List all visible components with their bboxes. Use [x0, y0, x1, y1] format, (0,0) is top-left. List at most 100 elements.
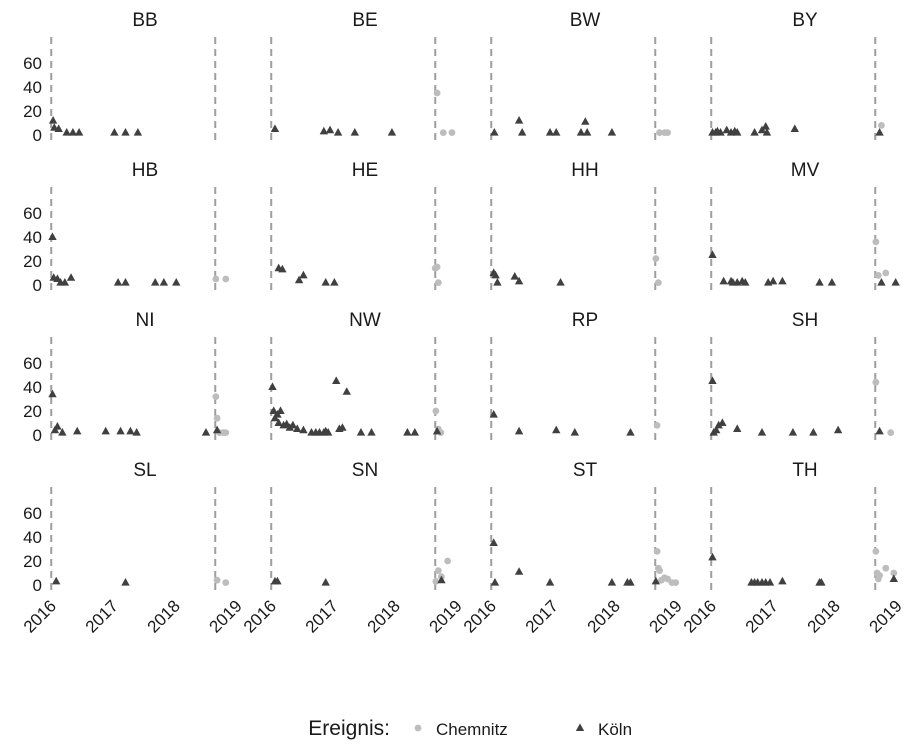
point-chemnitz-st-2 — [656, 567, 663, 574]
point-koeln-he-3 — [299, 270, 308, 279]
panel-title-mv: MV — [791, 160, 820, 181]
point-chemnitz-bw-2 — [664, 129, 672, 137]
point-chemnitz-mv-0 — [872, 238, 880, 246]
point-koeln-st-2 — [514, 567, 524, 575]
point-chemnitz-sn-3 — [444, 557, 452, 565]
legend-title: Ereignis: — [308, 717, 390, 740]
panel-title-be: BE — [352, 10, 377, 31]
point-koeln-hb-4 — [60, 278, 70, 286]
point-koeln-sl-0 — [51, 576, 61, 585]
point-chemnitz-th-3 — [876, 572, 883, 579]
point-koeln-sl-1 — [121, 578, 130, 586]
point-koeln-hh-5 — [556, 278, 565, 286]
point-chemnitz-hb-0 — [212, 275, 220, 283]
point-koeln-sh-5 — [733, 424, 742, 432]
y-tick-label-row1-40: 40 — [23, 78, 42, 97]
point-chemnitz-bw-0 — [656, 129, 663, 137]
point-koeln-nw-22 — [356, 428, 366, 436]
point-koeln-ni-6 — [116, 426, 125, 435]
point-chemnitz-st-7 — [672, 579, 680, 586]
y-tick-label-row2-0: 0 — [33, 276, 42, 295]
point-koeln-bw-4 — [552, 128, 561, 136]
point-koeln-bw-2 — [517, 128, 527, 136]
point-koeln-mv-6 — [741, 278, 750, 286]
legend-koeln-label: Köln — [598, 720, 632, 739]
point-chemnitz-he-1 — [433, 263, 441, 271]
point-koeln-bw-3 — [545, 128, 555, 136]
panel-title-nw: NW — [349, 310, 381, 331]
point-koeln-be-4 — [350, 128, 359, 136]
legend-chemnitz-label: Chemnitz — [436, 720, 508, 739]
point-koeln-sn-2 — [321, 578, 330, 586]
x-tick-label-th-2017: 2017 — [742, 596, 782, 636]
point-koeln-sh-10 — [875, 426, 884, 435]
y-tick-label-row1-0: 0 — [33, 126, 42, 145]
point-koeln-by-11 — [762, 128, 772, 136]
point-chemnitz-hb-1 — [222, 275, 230, 283]
point-koeln-rp-1 — [514, 426, 524, 435]
y-tick-label-row4-40: 40 — [23, 528, 42, 547]
point-koeln-bw-7 — [582, 128, 592, 136]
x-tick-label-st-2016: 2016 — [460, 596, 500, 636]
point-koeln-be-0 — [270, 124, 280, 132]
point-koeln-bw-8 — [607, 128, 617, 136]
point-koeln-th-6 — [765, 578, 775, 586]
panel-title-by: BY — [792, 10, 818, 31]
x-tick-label-st-2017: 2017 — [522, 596, 562, 636]
x-tick-label-th-2016: 2016 — [680, 596, 720, 636]
point-chemnitz-ni-4 — [222, 429, 230, 436]
x-tick-label-st-2018: 2018 — [584, 596, 624, 636]
x-tick-label-sn-2018: 2018 — [364, 596, 404, 636]
point-chemnitz-be-2 — [448, 129, 456, 137]
panel-title-rp: RP — [572, 310, 598, 331]
point-koeln-hh-3 — [510, 272, 519, 280]
point-koeln-mv-0 — [708, 250, 717, 258]
point-koeln-bw-6 — [581, 117, 590, 125]
point-chemnitz-ni-1 — [213, 414, 221, 422]
point-koeln-hb-9 — [159, 278, 169, 286]
x-tick-label-sn-2019: 2019 — [426, 596, 466, 636]
panel-title-hb: HB — [132, 160, 158, 181]
panel-title-he: HE — [352, 160, 378, 181]
point-chemnitz-ni-0 — [212, 393, 220, 400]
point-chemnitz-hh-0 — [652, 255, 660, 262]
point-koeln-by-3 — [716, 128, 725, 136]
point-koeln-ni-4 — [73, 426, 82, 435]
y-tick-label-row3-20: 20 — [23, 402, 42, 421]
x-tick-label-sn-2016: 2016 — [240, 596, 280, 636]
point-chemnitz-be-1 — [439, 129, 447, 137]
panel-title-bb: BB — [132, 10, 157, 31]
point-chemnitz-th-0 — [872, 548, 880, 555]
point-koeln-sh-3 — [714, 420, 723, 429]
point-koeln-hb-8 — [151, 278, 160, 286]
point-koeln-by-13 — [875, 128, 884, 136]
point-koeln-sh-2 — [711, 425, 721, 434]
point-koeln-rp-3 — [570, 428, 579, 436]
point-koeln-rp-4 — [626, 428, 635, 436]
point-koeln-by-12 — [790, 124, 799, 132]
point-koeln-by-8 — [750, 128, 759, 136]
point-koeln-he-4 — [321, 278, 330, 286]
point-koeln-sh-8 — [809, 428, 818, 436]
panel-title-st: ST — [573, 460, 598, 481]
point-koeln-bw-0 — [490, 128, 499, 136]
point-koeln-mv-8 — [768, 276, 778, 285]
point-koeln-he-5 — [330, 278, 339, 286]
point-koeln-nw-1 — [269, 406, 278, 414]
legend-chemnitz-marker — [414, 724, 422, 732]
point-koeln-by-7 — [733, 128, 742, 136]
point-koeln-nw-5 — [276, 406, 285, 414]
point-koeln-mv-12 — [877, 278, 886, 286]
point-koeln-ni-2 — [53, 422, 62, 430]
point-koeln-bb-4 — [68, 128, 78, 136]
point-koeln-bb-0 — [48, 116, 58, 124]
point-koeln-bw-1 — [514, 116, 524, 124]
point-chemnitz-he-2 — [434, 279, 442, 286]
point-koeln-st-4 — [607, 578, 617, 586]
point-koeln-hh-1 — [491, 270, 500, 279]
point-koeln-be-5 — [387, 128, 397, 136]
point-chemnitz-by-0 — [878, 122, 885, 129]
point-koeln-nw-9 — [288, 420, 298, 429]
x-tick-label-sn-2017: 2017 — [302, 596, 342, 636]
point-koeln-be-3 — [333, 128, 343, 136]
